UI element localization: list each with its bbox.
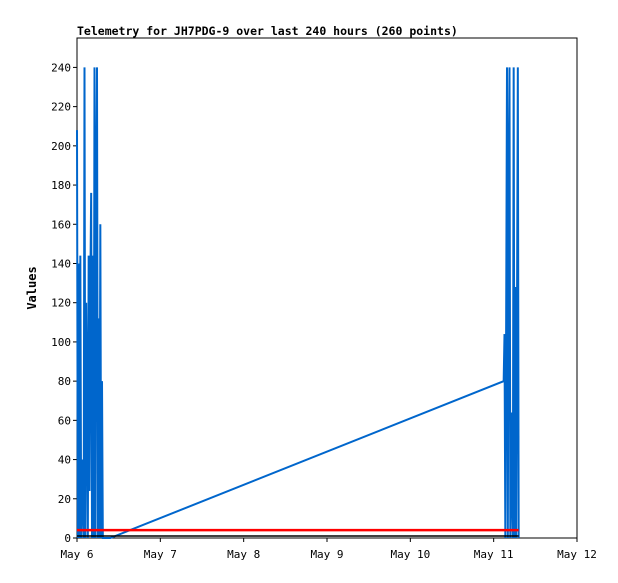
y-tick-label: 0: [64, 532, 71, 545]
y-tick-label: 100: [51, 336, 71, 349]
x-tick-label: May 10: [390, 548, 430, 561]
x-tick-label: May 9: [310, 548, 343, 561]
y-tick-label: 220: [51, 101, 71, 114]
y-axis-ticks: 0 20 40 60 80 100 120 140 160 180 200 220 240: [51, 61, 77, 545]
chart-title: Telemetry for JH7PDG-9 over last 240 hou…: [77, 24, 458, 38]
y-tick-label: 200: [51, 140, 71, 153]
y-tick-label: 20: [58, 493, 71, 506]
series-layer: [76, 67, 520, 539]
y-tick-label: 240: [51, 61, 71, 74]
y-axis-label: Values: [25, 266, 39, 309]
x-tick-label: May 7: [144, 548, 177, 561]
x-axis-ticks: May 6 May 7 May 8 May 9 May 10 May 11 May 12: [60, 538, 597, 561]
y-tick-label: 60: [58, 414, 71, 427]
y-tick-label: 40: [58, 454, 71, 467]
y-tick-label: 80: [58, 375, 71, 388]
x-tick-label: May 6: [60, 548, 93, 561]
series-line-0: [76, 67, 520, 539]
y-tick-label: 180: [51, 179, 71, 192]
x-tick-label: May 8: [227, 548, 260, 561]
x-tick-label: May 12: [557, 548, 597, 561]
y-tick-label: 160: [51, 218, 71, 231]
y-tick-label: 120: [51, 297, 71, 310]
y-tick-label: 140: [51, 257, 71, 270]
x-tick-label: May 11: [474, 548, 514, 561]
